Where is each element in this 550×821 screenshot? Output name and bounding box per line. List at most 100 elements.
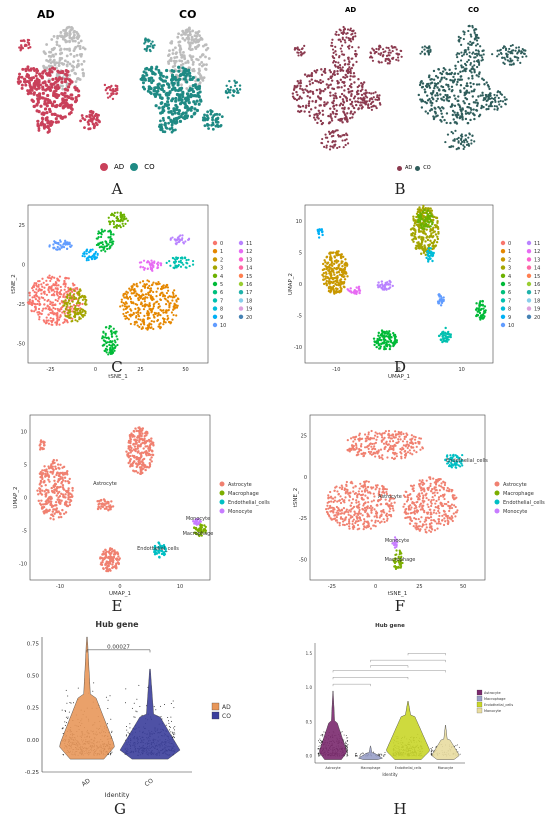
d-legend-swatch — [500, 322, 506, 328]
a-cluster-low — [201, 109, 224, 131]
c-legend-swatch — [238, 257, 244, 262]
legend-ad-swatch — [397, 165, 402, 171]
d-cluster-12 — [346, 285, 362, 296]
c-legend-label: 6 — [220, 290, 223, 296]
f-axis-frame — [309, 414, 486, 581]
d-legend-label: 6 — [508, 290, 511, 296]
f-astro-right — [402, 476, 459, 534]
b-bottom-cluster — [444, 129, 476, 151]
d-legend-label: 14 — [534, 266, 540, 272]
g-ytick: 0.75 — [27, 641, 40, 647]
e-legend-label: Endothelial_cells — [228, 500, 270, 506]
g-xlabel: Identity — [105, 791, 130, 799]
h-violin-Macrophage — [358, 745, 383, 760]
d-cluster-7 — [437, 326, 452, 344]
e-axis-xtick: 10 — [177, 584, 183, 590]
f-macro — [392, 549, 404, 571]
panel-a-plot — [16, 25, 242, 134]
legend-co-swatch — [415, 165, 421, 171]
c-cluster-10 — [48, 239, 73, 251]
a-cluster-right — [103, 83, 119, 101]
c-axis-xtick: 50 — [182, 367, 188, 373]
panel-b-legend: AD CO — [397, 165, 431, 171]
f-legend-label: Endothelial_cells — [503, 500, 545, 506]
d-legend-swatch — [526, 290, 532, 295]
h-ytick: 0.0 — [306, 754, 313, 759]
legend-co-label: CO — [144, 163, 155, 171]
caption-a: A — [111, 180, 123, 198]
a-cluster-left — [16, 65, 43, 96]
f-astro-left — [325, 480, 396, 531]
legend-ad-label: AD — [114, 163, 125, 171]
d-cluster-8 — [425, 247, 435, 263]
e-legend-swatch — [219, 481, 225, 487]
d-legend-label: 4 — [508, 274, 511, 280]
e-astro-bottom — [99, 547, 121, 573]
c-legend-label: 18 — [246, 298, 252, 304]
e-astro-left — [36, 458, 74, 521]
d-legend-label: 19 — [534, 307, 540, 313]
c-legend-swatch — [212, 257, 218, 262]
a-main-cluster — [30, 66, 81, 124]
b-main-cluster — [291, 64, 368, 126]
h-xtick-Endothelial_cells: Endothelial_cells — [395, 766, 422, 770]
d-legend-swatch — [500, 306, 506, 311]
e-legend-swatch — [219, 490, 225, 496]
caption-e: E — [111, 597, 123, 615]
e-astro-mid — [96, 498, 115, 512]
h-violin-Endothelial_cells — [386, 701, 430, 760]
a-cluster-left — [139, 65, 166, 96]
g-bracket — [86, 649, 151, 653]
f-astro-top — [346, 429, 424, 461]
e-axis-xtick: -10 — [56, 584, 64, 590]
c-cluster-7 — [165, 256, 195, 270]
panel-b-title-ad: AD — [345, 6, 357, 14]
h-legend-swatch — [476, 707, 483, 714]
g-pvalue: 0.00027 — [107, 645, 130, 651]
c-cluster-12 — [138, 259, 163, 272]
h-legend-label: Macrophage — [484, 697, 506, 701]
c-legend-label: 12 — [246, 249, 252, 255]
h-legend-swatch — [476, 689, 483, 696]
f-endo — [444, 453, 464, 469]
e-macro — [193, 522, 208, 538]
panel-f: -25 0 25 50 25 0 -25 -50 tSNE_1 tSNE_2 Astrocyte Mo… — [275, 410, 550, 610]
c-legend-swatch — [212, 290, 218, 295]
e-axis-ytick: -10 — [19, 562, 27, 568]
c-legend-swatch — [212, 249, 218, 254]
g-xtick-CO: CO — [143, 777, 155, 788]
panel-b-title-co: CO — [468, 6, 480, 14]
panel-e: -10 0 10 10 5 0 -5 -10 UMAP_1 UMAP_2 Astrocyte Mono… — [0, 410, 275, 610]
h-bracket — [332, 683, 371, 687]
d-legend-label: 8 — [508, 307, 511, 313]
h-violin-Monocyte — [431, 725, 460, 760]
a-cluster-bottom — [157, 116, 179, 134]
c-legend-swatch — [238, 298, 244, 303]
a-cluster-bottom — [36, 116, 55, 134]
h-legend-label: Astrocyte — [484, 691, 501, 695]
d-legend-label: 12 — [534, 249, 540, 255]
panel-d: -10 0 10 10 5 0 -5 -10 UMAP_1 UMAP_2 0 1 2 3 4 5 6 7 8 9 10 1… — [275, 200, 550, 380]
d-cluster-9 — [316, 228, 324, 239]
h-xtick-Macrophage: Macrophage — [361, 766, 381, 770]
g-legend-swatch — [211, 711, 220, 720]
c-cluster-11 — [169, 234, 191, 246]
d-legend-label: 2 — [508, 257, 511, 263]
e-axis-ytick: 5 — [24, 463, 27, 469]
e-label-endothelial: Endothelial_cells — [137, 546, 179, 552]
c-axis-xtick: -25 — [46, 367, 54, 373]
e-axis-ytick: 10 — [21, 430, 27, 436]
d-legend-label: 11 — [534, 241, 540, 247]
f-axis-ylabel: tSNE_2 — [293, 488, 299, 508]
h-legend-label: Endothelial_cells — [484, 703, 513, 707]
d-legend-swatch — [500, 240, 506, 246]
panel-d-plot: -10 0 101050-5-10UMAP_1UMAP_20123456789101… — [288, 204, 540, 380]
d-axis-xlabel: UMAP_1 — [388, 374, 410, 380]
c-legend-label: 4 — [220, 274, 223, 280]
e-axis-xlabel: UMAP_1 — [109, 591, 131, 597]
c-legend-swatch — [212, 298, 218, 303]
g-title: Hub gene — [95, 620, 139, 629]
f-axis-xtick: 25 — [416, 584, 422, 590]
f-label-monocyte: Monocyte — [385, 538, 409, 544]
d-legend-swatch — [500, 273, 506, 278]
